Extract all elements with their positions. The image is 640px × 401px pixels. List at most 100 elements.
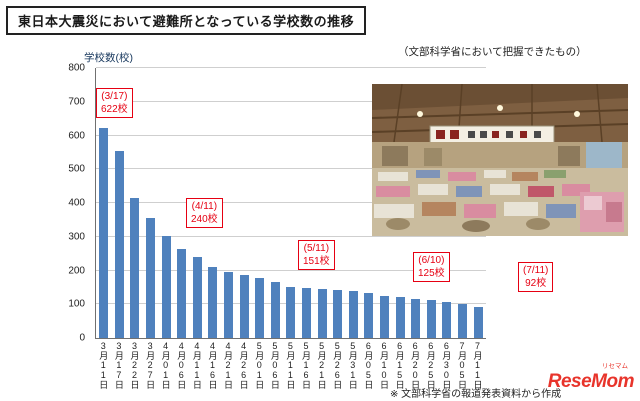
x-tick: 5月06日 [267,341,283,389]
x-tick: 3月17日 [111,341,127,389]
bar [473,306,483,338]
bar [146,217,156,338]
bar-slot [283,287,299,338]
bar-slot [377,295,393,338]
bar-slot [439,302,455,338]
bar [177,248,187,338]
y-tick-label: 500 [68,163,85,175]
x-tick-label: 6月05日 [363,341,374,389]
x-tick-label: 5月01日 [254,341,265,389]
chart-subtitle: （文部科学省において把握できたもの） [398,46,587,58]
bar-slot [408,298,424,338]
bar-slot [143,217,159,338]
resemom-logo-ruby: リセマム [602,363,628,370]
x-tick: 5月26日 [329,341,345,389]
x-tick-label: 4月26日 [238,341,249,389]
x-tick-label: 5月16日 [301,341,312,389]
bar-slot [346,291,362,338]
bar [426,300,436,338]
x-tick-label: 6月20日 [410,341,421,389]
x-tick: 4月01日 [157,341,173,389]
x-tick-label: 5月11日 [285,341,296,389]
bar [348,291,358,338]
x-tick-label: 5月06日 [269,341,280,389]
bar [239,275,249,338]
bar-slot [127,197,143,338]
x-tick: 6月30日 [438,341,454,389]
x-tick: 3月22日 [126,341,142,389]
x-tick: 6月15日 [391,341,407,389]
x-tick-label: 4月11日 [191,341,202,389]
bar-slot [392,297,408,338]
x-tick-label: 6月30日 [441,341,452,389]
bar-slot [330,290,346,338]
x-tick-label: 3月11日 [98,341,109,389]
x-tick: 4月06日 [173,341,189,389]
gridline [96,134,486,136]
bar [270,281,280,338]
bar [317,289,327,338]
x-tick-label: 6月15日 [394,341,405,389]
y-tick-label: 300 [68,231,85,243]
x-tick-label: 3月17日 [113,341,124,389]
x-tick: 5月11日 [282,341,298,389]
y-axis-tick-labels: 0 100 200 300 400 500 600 700 800 [48,63,90,344]
bar [333,290,343,338]
x-tick: 6月25日 [422,341,438,389]
callout-3-17: (3/17) 622校 [96,88,133,118]
bar-slot [221,271,237,338]
x-tick: 5月21日 [313,341,329,389]
x-tick-label: 3月27日 [145,341,156,389]
x-tick: 5月16日 [298,341,314,389]
bar [255,277,265,338]
gridline [96,269,486,271]
x-tick-label: 6月25日 [425,341,436,389]
bar [364,293,374,338]
gridline [96,235,486,237]
bar [411,298,421,338]
plot-area [95,67,486,339]
bar [161,236,171,338]
bar [286,287,296,338]
y-tick-label: 200 [68,265,85,276]
bar-slot [158,236,174,338]
gridline [96,202,486,203]
bar-slot [361,293,377,338]
callout-6-10: (6/10) 125校 [413,252,450,282]
y-tick-label: 700 [68,96,85,108]
bar [457,304,467,338]
x-tick: 7月05日 [454,341,470,389]
x-tick-label: 5月31日 [347,341,358,389]
source-note: ※ 文部科学省の報道発表資料から作成 [390,389,562,400]
x-tick-label: 4月21日 [223,341,234,389]
x-tick-label: 5月26日 [332,341,343,389]
bar-slot [96,128,112,338]
x-tick: 4月21日 [220,341,236,389]
bar [114,151,124,338]
x-tick: 6月20日 [407,341,423,389]
bar-slot [268,281,284,338]
x-tick: 4月26日 [235,341,251,389]
x-tick: 4月11日 [189,341,205,389]
x-tick: 5月31日 [345,341,361,389]
x-tick: 6月05日 [360,341,376,389]
x-tick-label: 4月06日 [176,341,187,389]
x-tick: 5月01日 [251,341,267,389]
callout-4-11: (4/11) 240校 [186,198,223,228]
x-tick: 7月11日 [469,341,485,389]
resemom-logo: リセマム ReseMom [547,363,635,392]
callout-5-11: (5/11) 151校 [298,240,335,270]
shelter-photo [371,83,629,236]
y-tick-label: 600 [68,130,85,141]
x-tick-label: 5月21日 [316,341,327,389]
y-tick-label: 400 [68,197,85,209]
y-tick-label: 100 [68,298,85,310]
bar-slot [299,287,315,338]
x-tick-label: 7月05日 [456,341,467,389]
x-tick: 6月10日 [376,341,392,389]
bar-slot [190,257,206,338]
resemom-logo-text: ReseMom [547,370,635,392]
bar [130,197,140,338]
callout-7-11: (7/11) 92校 [518,262,554,292]
